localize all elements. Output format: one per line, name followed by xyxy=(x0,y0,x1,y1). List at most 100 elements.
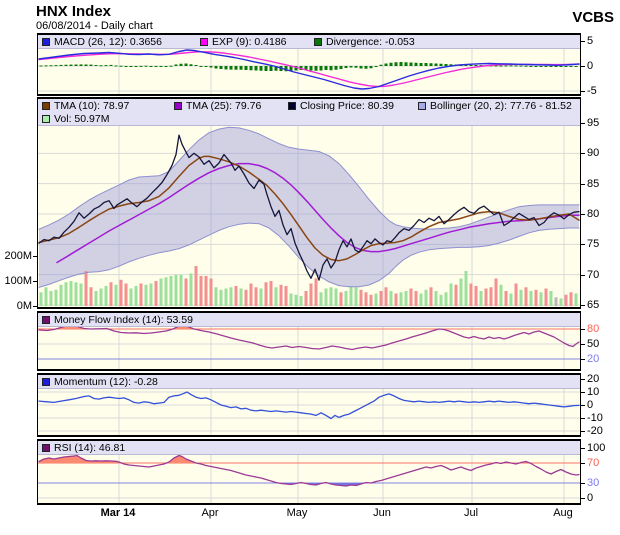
price-panel: TMA (10): 78.97 TMA (25): 79.76 Closing Pr… xyxy=(37,97,581,309)
legend-label: EXP (9): 0.4186 xyxy=(212,35,287,48)
mfi-legend-item: Money Flow Index (14): 53.59 xyxy=(42,314,193,326)
momentum-legend: Momentum (12): -0.28 xyxy=(38,375,580,389)
legend-swatch xyxy=(418,101,426,110)
rsi-legend-row: RSI (14): 46.81 xyxy=(42,441,580,454)
y-axis-tick-label: 50 xyxy=(587,338,600,350)
y-axis-tickmark xyxy=(581,498,585,499)
macd-legend: MACD (26, 12): 0.3656 EXP (9): 0.4186 Dive… xyxy=(38,35,580,49)
x-axis-month-label: Apr xyxy=(201,507,219,519)
y-axis-tickmark xyxy=(581,305,585,306)
y-axis-tickmark xyxy=(581,392,585,393)
rsi-panel: RSI (14): 46.81 xyxy=(37,439,581,505)
y-axis-tick-label: 0 xyxy=(587,492,594,504)
y-axis-tickmark xyxy=(581,41,585,42)
legend-label: RSI (14): 46.81 xyxy=(54,441,126,454)
y-axis-tick-label: 85 xyxy=(587,177,600,190)
x-axis-month-label: Aug xyxy=(553,507,573,519)
macd-legend-row: MACD (26, 12): 0.3656 EXP (9): 0.4186 Dive… xyxy=(42,35,580,48)
y-axis-tick-label: -10 xyxy=(587,412,603,424)
legend-swatch xyxy=(42,37,50,46)
brand-logo: VCBS xyxy=(572,9,614,26)
y-axis-tick-label: 80 xyxy=(587,323,600,335)
y-axis-tick-label: 80 xyxy=(587,208,600,220)
price-legend-item: TMA (25): 79.76 xyxy=(174,100,288,112)
y-axis-tick-label: 20 xyxy=(587,373,600,385)
y-axis-tickmark xyxy=(581,344,585,345)
price-legend-row: TMA (10): 78.97 TMA (25): 79.76 Closing Pr… xyxy=(42,99,580,112)
y-axis-tickmark xyxy=(581,483,585,484)
y-axis-tickmark xyxy=(581,66,585,67)
macd-panel: MACD (26, 12): 0.3656 EXP (9): 0.4186 Dive… xyxy=(37,33,581,96)
macd-legend-item: EXP (9): 0.4186 xyxy=(200,36,314,48)
y-axis-tickmark xyxy=(581,274,585,276)
legend-swatch xyxy=(174,101,182,110)
y-axis-tick-label: 95 xyxy=(587,117,600,129)
y-axis-tickmark xyxy=(581,463,585,464)
legend-label: Divergence: -0.053 xyxy=(326,35,415,48)
legend-swatch xyxy=(42,114,50,123)
y-axis-tick-label: 0 xyxy=(587,60,594,72)
rsi-legend: RSI (14): 46.81 xyxy=(38,441,580,455)
legend-swatch xyxy=(42,443,50,452)
y-axis-tickmark xyxy=(581,359,585,360)
x-axis-month-label: Jul xyxy=(463,507,479,519)
chart-date-subtitle: 06/08/2014 - Daily chart xyxy=(36,20,153,32)
price-legend-item: Vol: 50.97M xyxy=(42,113,109,125)
x-axis-month-label: Jun xyxy=(373,507,391,519)
y-axis-tick-label: 30 xyxy=(587,477,600,489)
price-legend-item: TMA (10): 78.97 xyxy=(42,100,174,112)
y-axis-tickmark xyxy=(581,405,585,406)
page-title: HNX Index xyxy=(36,3,112,20)
legend-swatch xyxy=(288,101,296,110)
x-axis-month-label: Mar 14 xyxy=(100,507,136,519)
mfi-plot xyxy=(38,313,580,369)
macd-legend-item: Divergence: -0.053 xyxy=(314,36,415,48)
legend-label: Money Flow Index (14): 53.59 xyxy=(54,313,193,326)
y-axis-tickmark xyxy=(581,431,585,432)
y-axis-tick-label: 0 xyxy=(587,399,594,411)
legend-label: TMA (25): 79.76 xyxy=(186,99,262,112)
mom-legend-item: Momentum (12): -0.28 xyxy=(42,376,158,388)
mom-legend-row: Momentum (12): -0.28 xyxy=(42,375,580,388)
y-axis-tick-label: 90 xyxy=(587,147,600,160)
legend-swatch xyxy=(42,377,50,386)
volume-axis-tick-label: 200M xyxy=(4,250,32,262)
y-axis-tick-label: 5 xyxy=(587,35,594,47)
y-axis-tick-label: -20 xyxy=(587,425,603,437)
price-legend-row: Vol: 50.97M xyxy=(42,112,580,125)
y-axis-tick-label: 75 xyxy=(587,238,600,251)
y-axis-tickmark xyxy=(581,379,585,380)
price-legend-item: Closing Price: 80.39 xyxy=(288,100,418,112)
legend-label: Vol: 50.97M xyxy=(54,112,110,125)
legend-label: TMA (10): 78.97 xyxy=(54,99,130,112)
money-flow-index-panel: Money Flow Index (14): 53.59 xyxy=(37,311,581,371)
y-axis-tickmark xyxy=(581,91,585,92)
volume-axis-tickmark xyxy=(33,306,37,307)
price-plot xyxy=(38,99,580,307)
legend-swatch xyxy=(42,315,50,324)
y-axis-tick-label: 70 xyxy=(587,457,600,469)
legend-label: Momentum (12): -0.28 xyxy=(54,375,158,388)
legend-swatch xyxy=(42,101,50,110)
y-axis-tickmark xyxy=(581,244,585,246)
y-axis-tickmark xyxy=(581,153,585,155)
volume-axis-tickmark xyxy=(33,281,37,282)
macd-legend-item: MACD (26, 12): 0.3656 xyxy=(42,36,200,48)
y-axis-tick-label: 20 xyxy=(587,353,600,365)
y-axis-tick-label: 100 xyxy=(587,442,606,454)
y-axis-tick-label: 10 xyxy=(587,386,600,398)
mfi-legend: Money Flow Index (14): 53.59 xyxy=(38,313,580,327)
legend-swatch xyxy=(200,37,208,46)
price-legend: TMA (10): 78.97 TMA (25): 79.76 Closing Pr… xyxy=(38,99,580,126)
y-axis-tickmark xyxy=(581,418,585,419)
rsi-legend-item: RSI (14): 46.81 xyxy=(42,442,125,454)
y-axis-tick-label: 65 xyxy=(587,299,600,311)
legend-label: MACD (26, 12): 0.3656 xyxy=(54,35,162,48)
x-axis-month-label: May xyxy=(286,507,308,519)
volume-axis-tickmark xyxy=(33,256,37,257)
y-axis-tickmark xyxy=(581,448,585,449)
volume-axis-tick-label: 0M xyxy=(16,300,32,312)
mfi-legend-row: Money Flow Index (14): 53.59 xyxy=(42,313,580,326)
y-axis-tickmark xyxy=(581,123,585,124)
y-axis-tickmark xyxy=(581,183,585,185)
